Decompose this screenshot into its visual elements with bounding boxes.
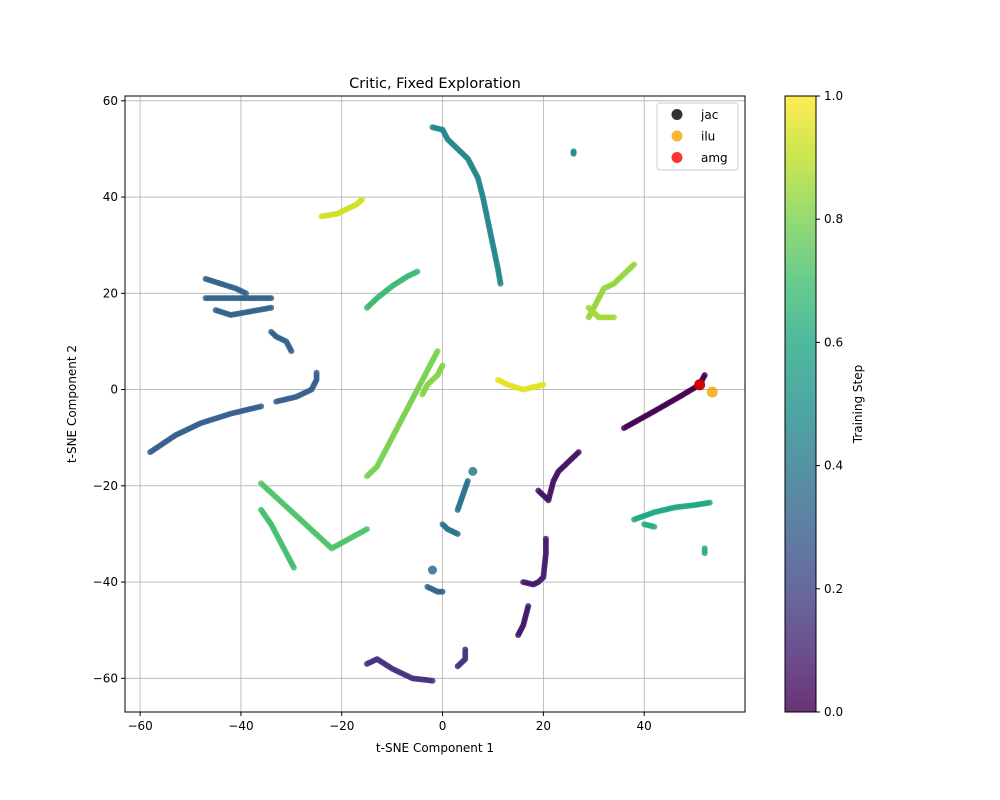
y-tick-label: 40 — [103, 190, 118, 204]
scatter-point — [427, 565, 437, 575]
x-tick-label: 40 — [637, 719, 652, 733]
special-point-ilu — [706, 386, 718, 398]
scatter-point — [268, 295, 275, 302]
scatter-point — [290, 564, 297, 571]
scatter-point — [464, 478, 471, 484]
y-tick-label: 20 — [103, 286, 118, 300]
scatter-point — [525, 603, 532, 610]
legend-label-jac: jac — [700, 108, 718, 122]
scatter-point — [414, 268, 421, 275]
colorbar-tick-label: 0.0 — [824, 705, 843, 719]
colorbar-ticks: 0.0 0.2 0.4 0.6 0.8 1.0 — [816, 89, 843, 719]
scatter-point — [542, 535, 549, 542]
x-tick-label: 20 — [536, 719, 551, 733]
plot-frame — [124, 95, 746, 713]
y-tick-label: 0 — [110, 383, 118, 397]
scatter-point — [288, 348, 295, 355]
legend-label-ilu: ilu — [701, 130, 715, 144]
y-axis-ticks: −60 −40 −20 0 20 40 60 — [93, 94, 125, 685]
scatter-point — [570, 150, 577, 157]
legend: jac ilu amg — [656, 102, 739, 171]
x-tick-label: −20 — [329, 719, 354, 733]
scatter-point — [462, 646, 469, 653]
scatter-point — [258, 403, 265, 410]
scatter-point — [429, 677, 436, 684]
y-axis-label: t-SNE Component 2 — [65, 345, 79, 463]
scatter-point — [701, 372, 708, 379]
x-tick-label: −40 — [228, 719, 253, 733]
scatter-point — [610, 314, 617, 321]
special-point-amg — [694, 379, 706, 391]
colorbar-tick-label: 0.8 — [824, 212, 843, 226]
x-axis-label: t-SNE Component 1 — [376, 741, 494, 755]
legend-marker-ilu — [671, 130, 683, 142]
colorbar-frame — [784, 95, 817, 713]
scatter-point — [497, 280, 504, 287]
scatter-point — [268, 304, 275, 311]
chart-title: Critic, Fixed Exploration — [349, 76, 521, 92]
scatter-point — [454, 530, 461, 537]
x-axis-ticks: −60 −40 −20 0 20 40 — [127, 712, 652, 733]
scatter-point — [358, 196, 365, 203]
scatter-point — [313, 369, 320, 376]
scatter-point — [242, 290, 249, 297]
colorbar-tick-label: 0.6 — [824, 335, 843, 349]
colorbar: 0.0 0.2 0.4 0.6 0.8 1.0 Training Step — [784, 89, 865, 719]
scatter-point — [631, 261, 638, 268]
scatter-point — [651, 523, 658, 530]
scatter-point — [540, 381, 547, 388]
colorbar-gradient — [785, 96, 816, 712]
scatter-point — [575, 449, 582, 456]
scatter-point — [439, 588, 446, 595]
legend-marker-jac — [671, 109, 683, 120]
y-tick-label: −20 — [93, 479, 118, 493]
legend-label-amg: amg — [701, 151, 728, 165]
colorbar-tick-label: 0.4 — [824, 459, 843, 473]
colorbar-label: Training Step — [851, 365, 865, 445]
colorbar-tick-label: 0.2 — [824, 582, 843, 596]
scatter-point — [701, 550, 708, 557]
grid-lines — [125, 96, 745, 712]
scatter-point — [258, 480, 265, 487]
x-tick-label: −60 — [127, 719, 152, 733]
scatter-point — [434, 348, 441, 355]
scatter-point — [706, 499, 713, 506]
y-tick-label: 60 — [103, 94, 118, 108]
y-tick-label: −60 — [93, 671, 118, 685]
legend-marker-amg — [671, 152, 683, 163]
y-tick-label: −40 — [93, 575, 118, 589]
scatter-points — [147, 124, 718, 684]
x-tick-label: 0 — [439, 719, 447, 733]
scatter-point — [468, 466, 478, 476]
scatter-point — [439, 362, 446, 369]
colorbar-tick-label: 1.0 — [824, 89, 843, 103]
